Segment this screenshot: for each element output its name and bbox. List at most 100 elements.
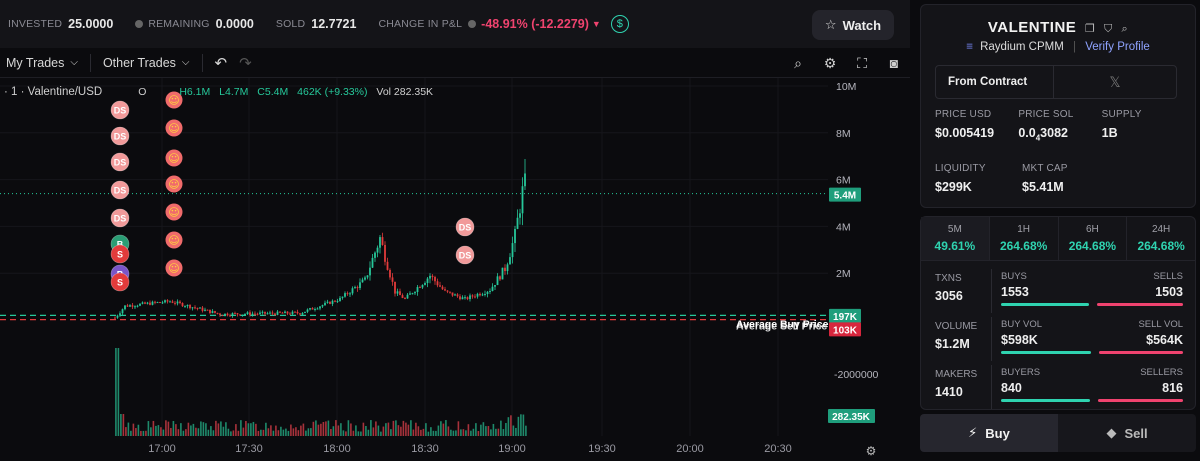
avg-buy-badge: 197K: [833, 312, 858, 323]
candle-body: [449, 291, 451, 293]
timeframe-tabs: 5M 49.61% 1H 264.68% 6H 264.68% 24H 264.…: [921, 217, 1195, 261]
tab-5m[interactable]: 5M 49.61%: [921, 217, 990, 260]
candle-body: [489, 291, 491, 293]
pnl-stat[interactable]: CHANGE IN P&L -48.91% (-12.2279) ▼ $: [378, 15, 629, 33]
buy-tab[interactable]: ⚡ Buy: [920, 414, 1058, 452]
candle-body: [409, 293, 411, 295]
volume-bar: [310, 428, 312, 436]
currency-toggle-icon[interactable]: $: [610, 15, 629, 33]
volume-bar: [290, 424, 292, 436]
sells-bar: [1097, 303, 1183, 306]
sell-vol-label: SELL VOL: [1138, 319, 1183, 330]
remaining-stat: REMAINING 0.0000: [135, 17, 254, 31]
candle-body: [359, 282, 361, 289]
volume-bar: [422, 428, 425, 436]
undo-icon: ↶: [214, 54, 228, 72]
candle-body: [249, 312, 251, 316]
candle-body: [509, 257, 511, 265]
volume-badge: 282.35K: [832, 412, 871, 423]
x-tick-label: 18:00: [323, 443, 351, 455]
volume-bar: [427, 431, 430, 436]
volume-bar: [350, 423, 352, 436]
volume-bar: [525, 425, 527, 436]
candle-body: [431, 275, 434, 277]
y-tick-label: 10M: [836, 81, 856, 93]
candle-body: [326, 301, 329, 303]
search-icon[interactable]: ⌕: [1121, 23, 1129, 35]
my-trades-dropdown[interactable]: My Trades ⌵: [0, 48, 84, 77]
candle-body: [309, 308, 311, 310]
candle-body: [284, 311, 286, 314]
invested-label: INVESTED: [8, 18, 63, 30]
candle-body: [166, 300, 169, 302]
divider: [991, 365, 992, 409]
volume-bar: [430, 427, 432, 436]
candle-body: [374, 252, 376, 258]
volume-bar: [207, 429, 210, 436]
x-social-icon[interactable]: 𝕏: [1109, 73, 1121, 90]
volume-bar: [185, 429, 187, 436]
volume-bar: [300, 425, 302, 436]
candle-body: [224, 313, 226, 316]
divider: [89, 53, 91, 72]
tab-6h[interactable]: 6H 264.68%: [1059, 217, 1128, 260]
ohlc-o: O: [138, 86, 147, 98]
redo-button[interactable]: ↷: [233, 48, 258, 77]
volume-bar: [212, 430, 215, 436]
trade-marker-label: DS: [114, 158, 127, 168]
fullscreen-icon[interactable]: ⛶: [857, 54, 867, 71]
tab-24h[interactable]: 24H 264.68%: [1127, 217, 1195, 260]
other-trades-dropdown[interactable]: Other Trades ⌵: [97, 48, 196, 77]
candle-body: [321, 305, 324, 307]
candle-body: [181, 302, 184, 307]
makers-row: MAKERS 1410 BUYERS SELLERS 840 816: [921, 363, 1195, 411]
shield-icon[interactable]: ⛉: [1104, 23, 1113, 35]
verify-profile-link[interactable]: Verify Profile: [1085, 41, 1150, 53]
smiley-icon: ☺: [168, 206, 179, 219]
candle-body: [279, 311, 281, 313]
smiley-marker: [165, 119, 183, 137]
quick-search-icon[interactable]: ⌕: [794, 54, 802, 71]
candle-body: [521, 186, 524, 214]
volume-bar: [285, 428, 287, 436]
volume-bar: [452, 430, 455, 436]
volume-bar: [365, 425, 367, 436]
candle-body: [471, 295, 474, 297]
volume-bar: [385, 423, 387, 436]
chevron-down-icon[interactable]: ▼: [591, 19, 601, 29]
candle-body: [114, 317, 116, 319]
sellers-value: 816: [1162, 381, 1183, 395]
sold-value: 12.7721: [311, 17, 357, 31]
camera-icon[interactable]: ◙: [889, 55, 899, 71]
volume-bar: [117, 348, 120, 436]
volume-bar: [522, 414, 525, 436]
trade-marker-label: DS: [459, 251, 472, 261]
candle-body: [399, 291, 401, 296]
volume-bar: [125, 427, 127, 436]
dex-label: Raydium CPMM: [980, 41, 1064, 53]
tab-1h[interactable]: 1H 264.68%: [990, 217, 1059, 260]
sell-tab[interactable]: ◆ Sell: [1058, 414, 1196, 452]
settings-icon[interactable]: ⚙: [823, 54, 837, 71]
avg-sell-label: Average Sell Price: [736, 320, 827, 332]
trade-marker: [110, 244, 130, 264]
volume-bar: [465, 430, 467, 436]
from-contract-button[interactable]: From Contract: [936, 66, 1054, 98]
volume-bar: [367, 429, 370, 436]
chart-toolbar: My Trades ⌵ Other Trades ⌵ ↶ ↷ ⌕ ⚙ ⛶ ◙: [0, 48, 910, 78]
volume-bar: [402, 420, 405, 436]
trade-tabs: ⚡ Buy ◆ Sell: [920, 414, 1196, 452]
watch-button[interactable]: ☆ Watch: [812, 10, 894, 40]
volume-bar: [487, 426, 490, 436]
volume-bar: [482, 422, 485, 436]
volume-bar: [172, 420, 175, 436]
candle-body: [421, 284, 424, 288]
copy-icon[interactable]: ❐: [1084, 23, 1096, 35]
volume-bar: [240, 420, 242, 436]
undo-button[interactable]: ↶: [209, 48, 234, 77]
buyers-value: 840: [1001, 381, 1022, 395]
volume-bar: [470, 430, 472, 436]
supply-cell: SUPPLY 1B: [1102, 109, 1185, 143]
